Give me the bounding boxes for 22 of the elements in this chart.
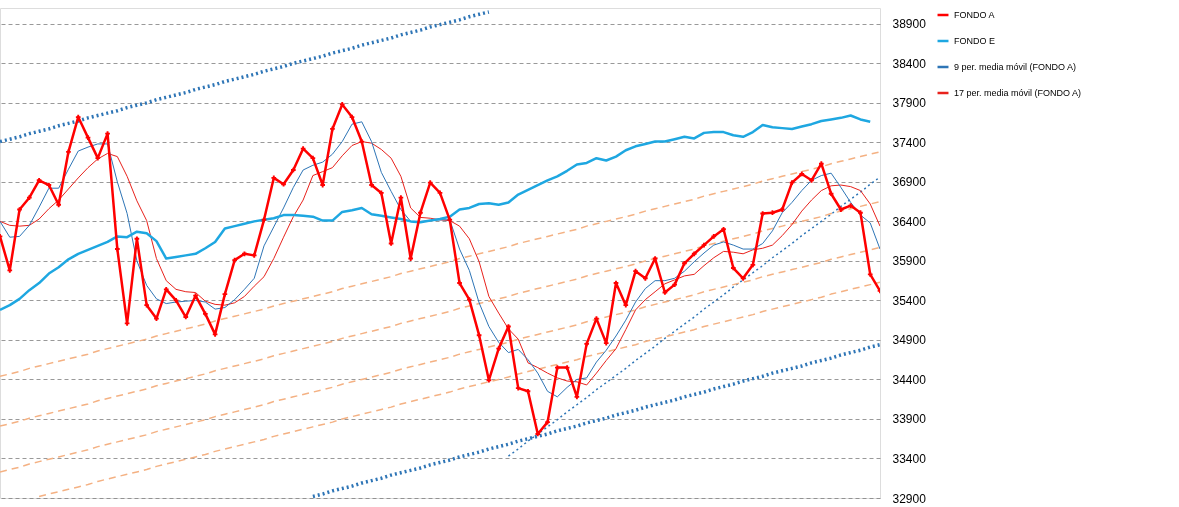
line-series	[0, 246, 880, 473]
y-tick-label: 33400	[892, 451, 927, 466]
legend-label: 9 per. media móvil (FONDO A)	[954, 62, 1077, 72]
y-tick-label: 35900	[892, 254, 927, 269]
y-tick-label: 38400	[892, 56, 927, 71]
legend-label: 17 per. media móvil (FONDO A)	[954, 88, 1082, 98]
legend-label: FONDO E	[954, 36, 996, 46]
y-tick-label: 32900	[892, 491, 927, 506]
y-tick-label: 34900	[892, 333, 927, 348]
line-series	[0, 114, 872, 312]
line-series	[38, 281, 880, 498]
y-tick-label: 37900	[892, 96, 927, 111]
y-tick-label: 34400	[892, 372, 927, 387]
line-series	[0, 200, 880, 427]
y-tick-label: 38900	[892, 17, 927, 32]
y-tick-label: 36400	[892, 214, 927, 229]
legend-label: FONDO A	[954, 10, 995, 20]
y-tick-label: 33900	[892, 412, 927, 427]
y-tick-label: 36900	[892, 175, 927, 190]
line-series	[0, 10, 491, 144]
y-tick-label: 37400	[892, 135, 927, 150]
y-tick-label: 35400	[892, 293, 927, 308]
